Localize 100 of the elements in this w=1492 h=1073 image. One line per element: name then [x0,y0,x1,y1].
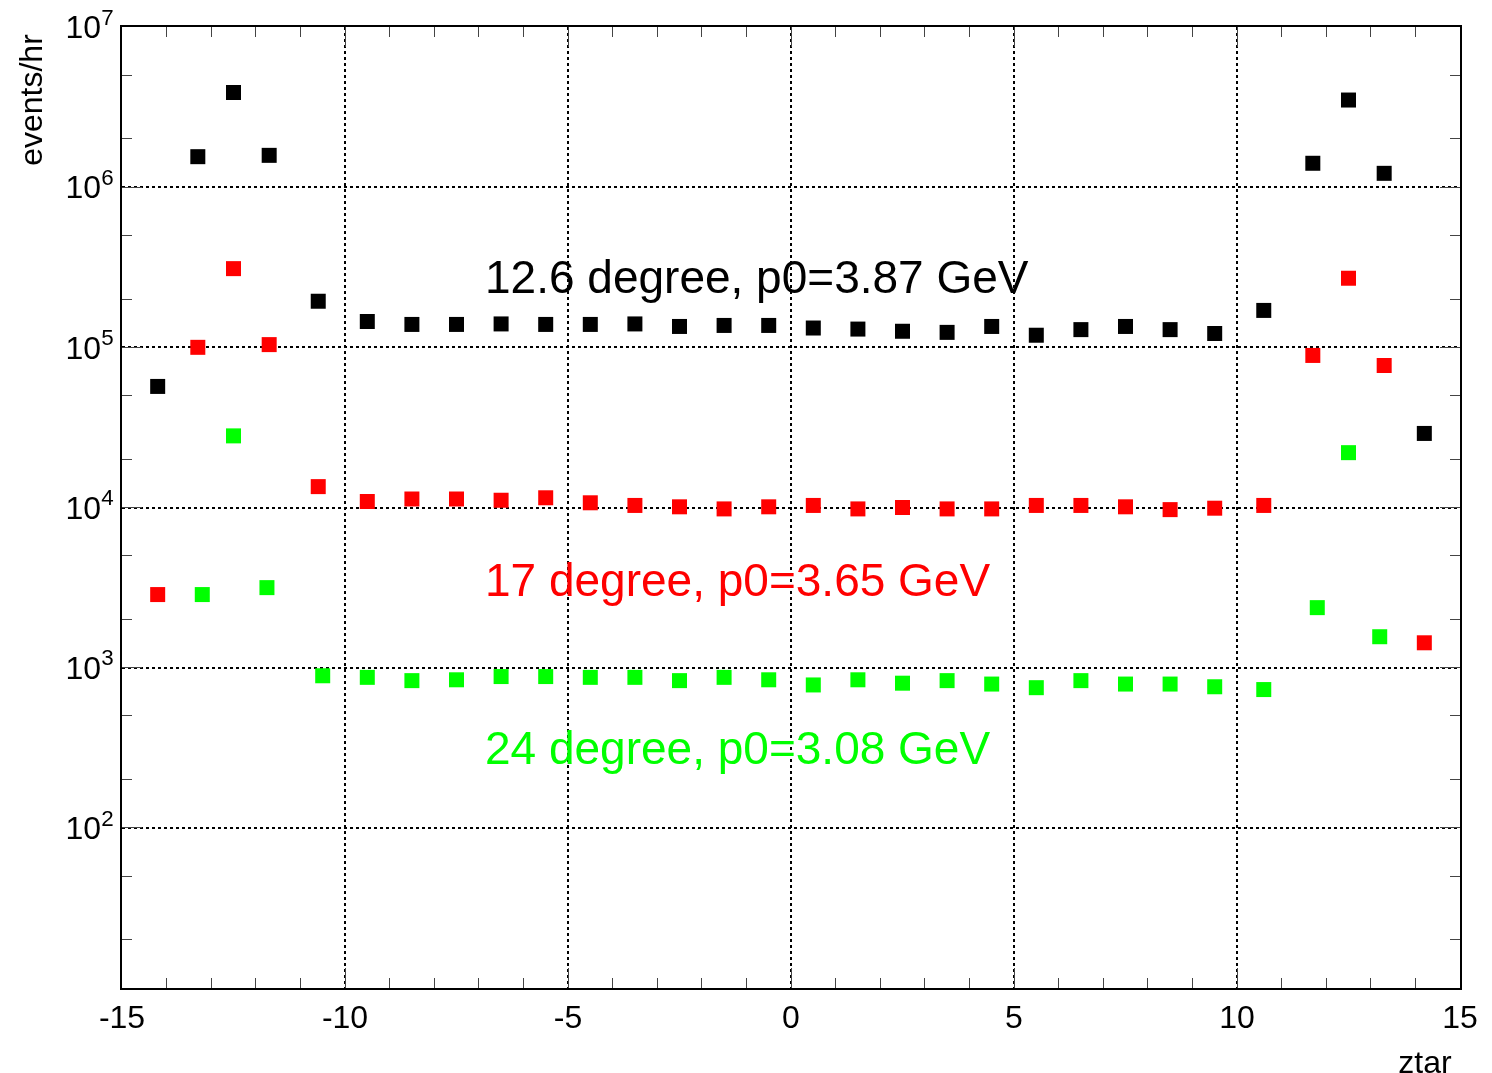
x-tick-label: 0 [782,999,800,1036]
point [1372,629,1388,645]
point [1073,322,1089,338]
point [493,669,509,685]
point [449,672,464,688]
series-label: 24 degree, p0=3.08 GeV [485,722,991,774]
point [895,500,910,515]
point [261,147,277,163]
point [984,676,1000,692]
y-tick-label: 10$^{6}$ [65,164,114,206]
point [1028,497,1044,513]
point [1118,676,1133,692]
point [1376,165,1392,181]
point [1162,502,1178,518]
x-axis-title: ztar [1398,1043,1453,1073]
point [226,428,241,444]
point [359,313,375,329]
point [850,321,866,337]
series-label: 17 degree, p0=3.65 GeV [485,554,991,606]
point [359,494,375,510]
point [1118,499,1133,515]
point [1305,347,1321,363]
point [404,673,420,689]
y-tick-label: 10$^{5}$ [65,325,114,366]
point [850,672,866,688]
point [310,479,326,495]
point [538,669,554,685]
point [226,85,241,100]
point [190,149,206,165]
point [984,318,1000,334]
point [261,337,277,353]
point [805,320,821,336]
point [194,587,210,603]
point [672,318,687,334]
x-tick-label: -10 [321,999,369,1036]
point [1118,318,1133,334]
point [716,669,732,685]
point [1162,322,1178,338]
point [1207,679,1223,695]
point [939,673,955,689]
point [1162,676,1178,692]
point [493,316,509,332]
point [538,316,554,332]
point [226,261,241,277]
x-tick-label: -5 [553,999,583,1036]
point [1341,445,1356,461]
point [1207,500,1223,516]
point [672,499,687,515]
point [1256,497,1272,513]
y-axis-title: events/hr [13,33,49,166]
point [1341,92,1356,108]
y-tick-label: 10$^{2}$ [65,805,114,847]
point [1305,155,1321,171]
point [761,317,777,333]
point [1376,358,1392,374]
point [1341,270,1356,286]
point [761,499,777,515]
point [582,669,598,685]
point [1256,302,1272,318]
x-tick-label: -15 [98,999,146,1036]
point [716,501,732,517]
point [190,339,206,355]
point [493,492,509,508]
point [582,495,598,511]
point [627,316,643,332]
point [1416,635,1432,651]
point [672,673,687,689]
point [1256,682,1272,698]
point [582,316,598,332]
point [538,490,554,506]
point [150,587,166,603]
x-tick-label: 15 [1442,999,1478,1036]
point [984,501,1000,517]
point [315,668,331,684]
point [939,324,955,340]
point [895,675,910,691]
point [939,501,955,517]
point [1073,673,1089,689]
point [1416,425,1432,441]
point [1028,680,1044,696]
x-tick-label: 5 [1005,999,1023,1036]
point [805,497,821,513]
point [1028,327,1044,343]
point [359,669,375,685]
point [1073,497,1089,513]
point [404,316,420,332]
x-tick-label: 10 [1219,999,1255,1036]
point [850,501,866,517]
point [310,293,326,309]
point [895,323,910,339]
point [404,491,420,507]
point [150,378,166,394]
y-tick-label: 10$^{4}$ [65,485,114,526]
y-tick-label: 10$^{7}$ [65,4,114,46]
y-tick-label: 10$^{3}$ [65,645,114,686]
point [449,491,464,507]
point [1207,326,1223,341]
point [259,580,275,596]
point [761,672,777,688]
point [805,677,821,693]
